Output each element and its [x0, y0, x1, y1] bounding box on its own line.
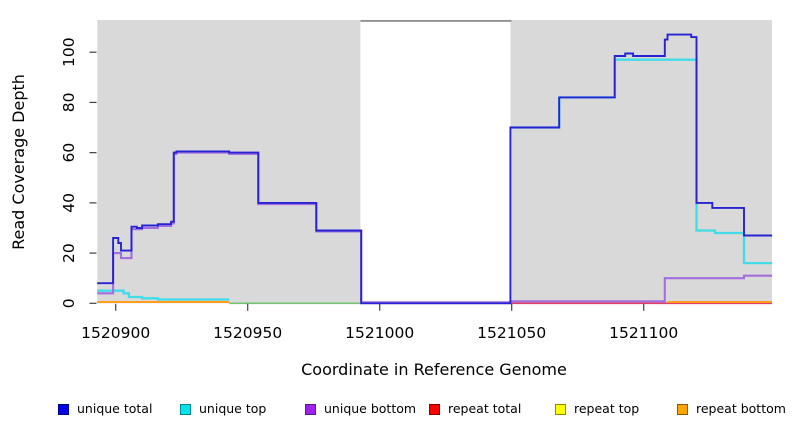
legend-item-unique-total: unique total [58, 399, 153, 416]
y-tick-label: 80 [60, 93, 78, 113]
legend-swatch-repeat-bottom [677, 404, 688, 415]
y-tick-label: 20 [60, 243, 78, 263]
legend-label-repeat-bottom: repeat bottom [696, 401, 786, 416]
y-tick-label: 0 [60, 298, 78, 308]
x-tick-label: 1520900 [81, 324, 150, 342]
gray-shade-region-0 [97, 20, 361, 304]
legend-item-unique-bottom: unique bottom [305, 399, 417, 416]
y-tick-label: 60 [60, 143, 78, 163]
x-tick-label: 1520950 [213, 324, 282, 342]
y-tick-label: 40 [60, 193, 78, 213]
legend-swatch-unique-top [180, 404, 191, 415]
x-axis-title: Coordinate in Reference Genome [301, 360, 567, 379]
legend-swatch-repeat-top [555, 404, 566, 415]
gray-shade-region-1 [510, 20, 773, 304]
shaded-regions [97, 20, 773, 304]
x-tick-label: 1521100 [609, 324, 678, 342]
y-tick-label: 100 [60, 37, 78, 67]
x-tick-label: 1521000 [345, 324, 414, 342]
legend-swatch-unique-total [58, 404, 69, 415]
legend-swatch-unique-bottom [305, 404, 316, 415]
legend-label-unique-bottom: unique bottom [324, 401, 417, 416]
legend-label-unique-top: unique top [199, 401, 267, 416]
legend-item-repeat-total: repeat total [429, 399, 522, 416]
axes: 1520900 1520950 1521000 1521050 1521100 0 20 40… [60, 37, 678, 342]
y-axis-title: Read Coverage Depth [9, 74, 28, 250]
x-tick-label: 1521050 [477, 324, 546, 342]
gap-region [360, 20, 511, 304]
legend-label-repeat-top: repeat top [574, 401, 640, 416]
series-line-unique-top [97, 289, 230, 301]
series-line-unique-total [97, 33, 772, 305]
legend-item-unique-top: unique top [180, 399, 267, 416]
legend-label-unique-total: unique total [77, 401, 153, 416]
legend-label-repeat-total: repeat total [448, 401, 522, 416]
legend-item-repeat-top: repeat top [555, 399, 640, 416]
series-lines [97, 33, 772, 305]
legend-swatch-repeat-total [429, 404, 440, 415]
legend-item-repeat-bottom: repeat bottom [677, 399, 786, 416]
